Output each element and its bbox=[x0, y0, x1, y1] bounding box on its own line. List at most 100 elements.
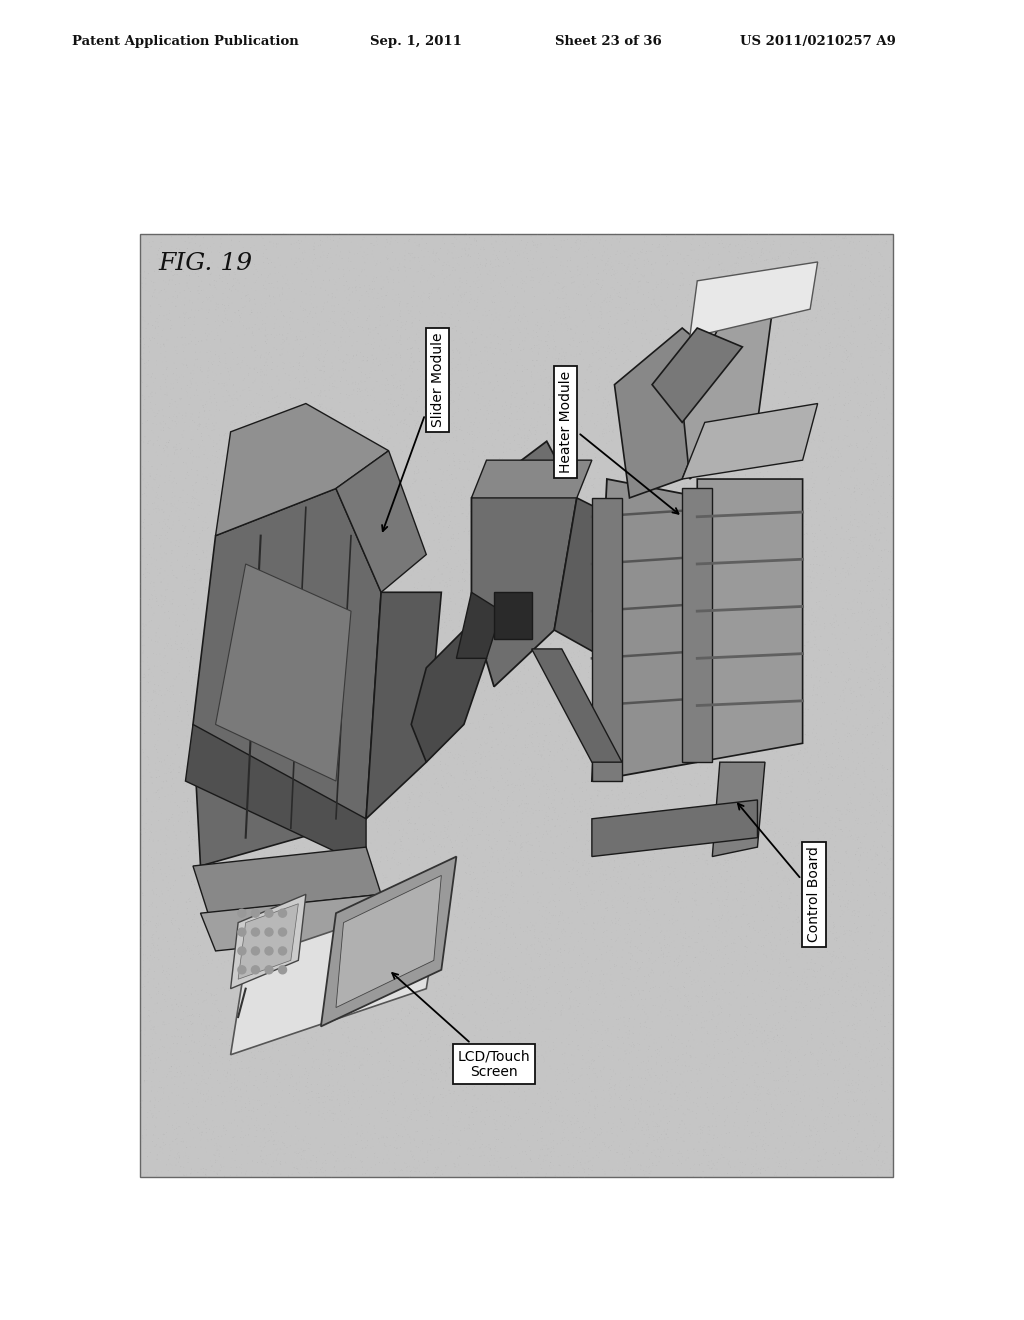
Point bbox=[739, 1074, 756, 1096]
Point bbox=[742, 723, 759, 744]
Point bbox=[785, 359, 802, 380]
Point bbox=[341, 876, 357, 898]
Point bbox=[599, 581, 615, 602]
Point bbox=[565, 516, 582, 537]
Point bbox=[458, 400, 474, 421]
Point bbox=[567, 723, 584, 744]
Point bbox=[221, 850, 238, 871]
Point bbox=[871, 791, 888, 812]
Point bbox=[864, 426, 881, 447]
Point bbox=[191, 549, 208, 570]
Point bbox=[607, 887, 624, 908]
Point bbox=[768, 731, 784, 752]
Point bbox=[764, 921, 780, 942]
Point bbox=[627, 851, 643, 873]
Point bbox=[205, 445, 221, 466]
Point bbox=[754, 570, 770, 591]
Point bbox=[767, 700, 783, 721]
Point bbox=[169, 1063, 185, 1084]
Point bbox=[590, 411, 606, 432]
Point bbox=[201, 234, 217, 255]
Point bbox=[181, 416, 198, 437]
Point bbox=[222, 1059, 239, 1080]
Point bbox=[426, 388, 442, 409]
Point bbox=[360, 973, 377, 994]
Point bbox=[847, 630, 863, 651]
Point bbox=[775, 1015, 792, 1036]
Point bbox=[449, 754, 465, 775]
Point bbox=[228, 1133, 245, 1154]
Point bbox=[271, 626, 288, 647]
Point bbox=[763, 549, 779, 570]
Point bbox=[798, 665, 814, 686]
Point bbox=[450, 651, 466, 672]
Point bbox=[674, 438, 690, 459]
Point bbox=[633, 477, 649, 498]
Point bbox=[593, 1086, 609, 1107]
Point bbox=[784, 280, 801, 301]
Point bbox=[571, 995, 588, 1016]
Point bbox=[289, 685, 305, 706]
Point bbox=[633, 517, 649, 539]
Point bbox=[322, 455, 338, 477]
Point bbox=[630, 407, 646, 428]
Point bbox=[303, 747, 319, 768]
Point bbox=[324, 354, 340, 375]
Point bbox=[755, 1036, 771, 1057]
Point bbox=[504, 638, 520, 659]
Point bbox=[657, 615, 674, 636]
Point bbox=[584, 343, 600, 364]
Point bbox=[476, 358, 493, 379]
Point bbox=[880, 858, 896, 879]
Point bbox=[720, 882, 736, 903]
Point bbox=[835, 306, 851, 327]
Point bbox=[799, 519, 815, 540]
Point bbox=[835, 429, 851, 450]
Point bbox=[273, 1010, 290, 1031]
Point bbox=[141, 232, 158, 253]
Point bbox=[511, 903, 527, 924]
Point bbox=[738, 1034, 755, 1055]
Point bbox=[239, 246, 255, 267]
Point bbox=[628, 969, 644, 990]
Point bbox=[368, 1097, 384, 1118]
Point bbox=[874, 972, 891, 993]
Point bbox=[337, 821, 353, 842]
Point bbox=[368, 1008, 384, 1030]
Point bbox=[842, 799, 858, 820]
Point bbox=[772, 577, 788, 598]
Point bbox=[750, 1158, 766, 1179]
Point bbox=[488, 690, 505, 711]
Point bbox=[547, 816, 563, 837]
Point bbox=[451, 949, 467, 970]
Point bbox=[475, 499, 492, 520]
Point bbox=[867, 453, 884, 474]
Point bbox=[716, 496, 732, 517]
Point bbox=[546, 774, 562, 795]
Point bbox=[727, 1074, 743, 1096]
Point bbox=[287, 510, 303, 531]
Point bbox=[281, 494, 297, 515]
Point bbox=[519, 581, 536, 602]
Point bbox=[797, 450, 813, 471]
Point bbox=[540, 224, 556, 246]
Point bbox=[574, 267, 591, 288]
Point bbox=[231, 851, 248, 873]
Point bbox=[417, 424, 433, 445]
Point bbox=[873, 834, 890, 855]
Point bbox=[572, 1155, 589, 1176]
Point bbox=[527, 532, 544, 553]
Point bbox=[871, 676, 888, 697]
Point bbox=[343, 886, 359, 907]
Point bbox=[312, 396, 329, 417]
Point bbox=[756, 936, 772, 957]
Point bbox=[663, 870, 679, 891]
Point bbox=[560, 599, 577, 620]
Point bbox=[287, 925, 303, 946]
Point bbox=[584, 405, 600, 426]
Point bbox=[615, 490, 632, 511]
Point bbox=[778, 688, 795, 709]
Point bbox=[761, 1051, 777, 1072]
Point bbox=[665, 1152, 681, 1173]
Point bbox=[174, 354, 190, 375]
